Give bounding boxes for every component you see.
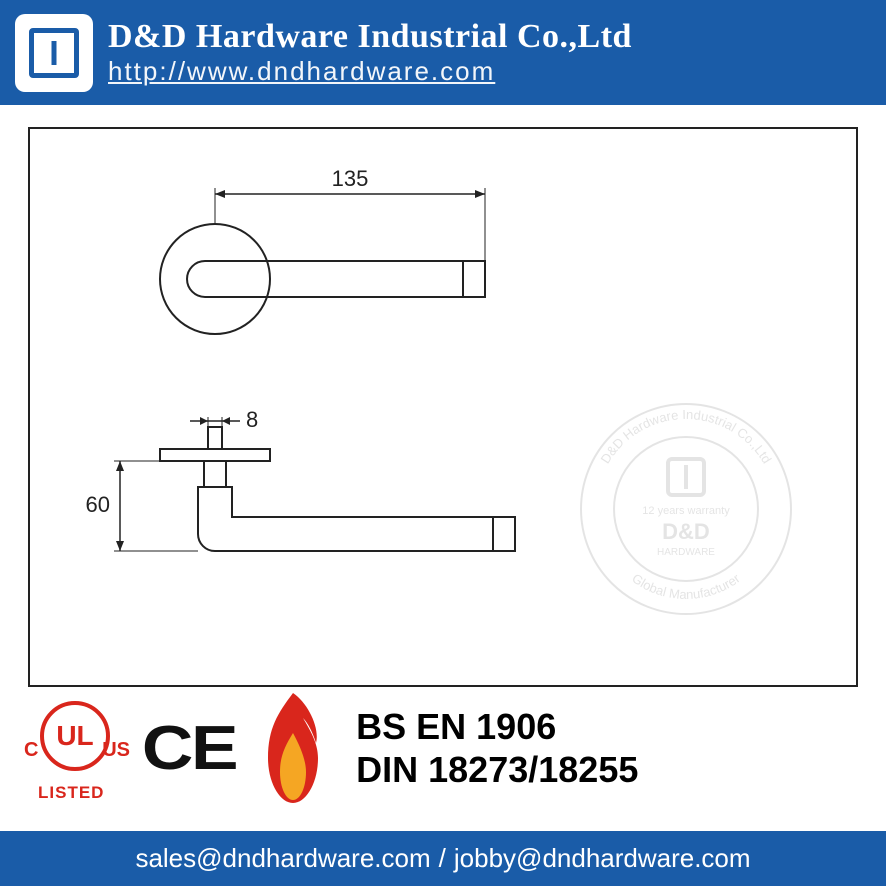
technical-drawing-panel: 135 8 60 D&D Hardware Industrial Co.,Ltd G… <box>28 127 858 687</box>
email-sales[interactable]: sales@dndhardware.com <box>135 843 430 874</box>
ul-listed-badge: UL C US LISTED <box>20 693 130 803</box>
header-bar: D&D Hardware Industrial Co.,Ltd http://w… <box>0 0 886 105</box>
svg-text:12 years warranty: 12 years warranty <box>642 505 730 517</box>
svg-text:HARDWARE: HARDWARE <box>657 547 715 558</box>
ul-c-label: C <box>24 739 38 762</box>
ce-mark: CE <box>142 713 236 784</box>
ul-circle: UL <box>40 701 110 771</box>
company-logo <box>15 14 93 92</box>
header-text: D&D Hardware Industrial Co.,Ltd http://w… <box>108 18 632 87</box>
svg-text:Global Manufacturer: Global Manufacturer <box>629 570 743 602</box>
ul-listed-label: LISTED <box>38 783 104 803</box>
standard-din: DIN 18273/18255 <box>356 748 638 791</box>
company-name: D&D Hardware Industrial Co.,Ltd <box>108 18 632 56</box>
logo-glyph <box>29 28 79 78</box>
website-link[interactable]: http://www.dndhardware.com <box>108 56 495 86</box>
standards-text: BS EN 1906 DIN 18273/18255 <box>356 705 638 791</box>
certifications-row: UL C US LISTED CE BS EN 1906 DIN 18273/1… <box>0 688 886 808</box>
company-website: http://www.dndhardware.com <box>108 56 632 87</box>
svg-text:60: 60 <box>86 492 110 517</box>
svg-text:D&D: D&D <box>662 519 710 544</box>
email-jobby[interactable]: jobby@dndhardware.com <box>454 843 751 874</box>
fire-rated-icon <box>248 688 338 808</box>
svg-text:135: 135 <box>332 166 369 191</box>
ul-us-label: US <box>102 739 130 762</box>
footer-bar: sales@dndhardware.com / jobby@dndhardwar… <box>0 831 886 886</box>
svg-text:8: 8 <box>246 407 258 432</box>
email-separator: / <box>439 843 446 874</box>
watermark-seal: D&D Hardware Industrial Co.,Ltd Global M… <box>576 399 796 619</box>
standard-bs-en: BS EN 1906 <box>356 705 638 748</box>
